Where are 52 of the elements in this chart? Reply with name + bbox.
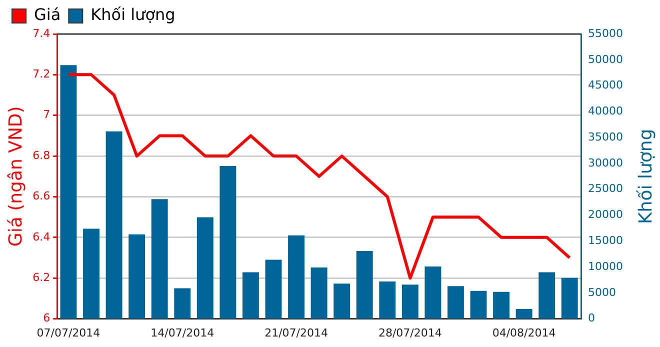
bar [288, 235, 304, 319]
bar [447, 286, 464, 319]
bar [174, 288, 191, 319]
bar [196, 217, 214, 319]
y2-tick-label: 45000 [588, 78, 624, 92]
bar [402, 284, 418, 319]
x-tick-label: 14/07/2014 [150, 326, 214, 340]
bar [310, 268, 328, 319]
bar [151, 199, 168, 319]
y-tick-label: 6 [43, 312, 50, 325]
x-tick-label: 07/07/2014 [36, 326, 100, 340]
y-tick-label: 6.6 [32, 190, 50, 203]
bar [265, 260, 282, 319]
bar [242, 272, 259, 319]
bar [60, 65, 77, 319]
bar [356, 250, 373, 319]
y2-tick-label: 25000 [588, 182, 624, 196]
y2-tick-label: 35000 [588, 130, 624, 144]
x-tick-label: 04/08/2014 [492, 326, 556, 340]
bar [493, 292, 510, 319]
bar [106, 131, 122, 319]
bar [83, 228, 100, 319]
y-tick-label: 7 [43, 108, 50, 122]
bar [538, 272, 556, 319]
legend-label: Khối lượng [90, 5, 176, 24]
bar [470, 290, 487, 319]
y2-tick-label: 20000 [588, 208, 624, 222]
y-tick-label: 7.4 [32, 26, 50, 40]
y2-tick-label: 50000 [588, 52, 624, 66]
bar [424, 266, 442, 319]
y2-tick-label: 0 [588, 312, 596, 325]
y2-tick-label: 15000 [588, 234, 624, 247]
y-tick-label: 6.2 [32, 270, 50, 284]
bar [128, 234, 146, 319]
x-tick-label: 28/07/2014 [378, 326, 442, 340]
y2-tick-label: 5000 [588, 286, 616, 299]
bar [516, 308, 532, 319]
bar [334, 284, 350, 319]
bar [561, 278, 578, 319]
y-axis-title: Giá (ngân VND) [5, 106, 26, 247]
y2-tick-label: 10000 [588, 260, 624, 273]
y2-tick-label: 55000 [588, 26, 624, 40]
legend-label: Giá [34, 5, 61, 24]
y2-tick-label: 30000 [588, 156, 624, 170]
x-tick-label: 21/07/2014 [264, 326, 328, 340]
bar [220, 166, 236, 319]
y-tick-label: 6.8 [32, 148, 50, 162]
y-tick-label: 7.2 [32, 68, 50, 81]
bar [379, 282, 396, 319]
y-tick-label: 6.4 [32, 230, 50, 244]
y2-tick-label: 40000 [588, 104, 624, 118]
y2-axis-title: Khối lượng [636, 128, 657, 224]
